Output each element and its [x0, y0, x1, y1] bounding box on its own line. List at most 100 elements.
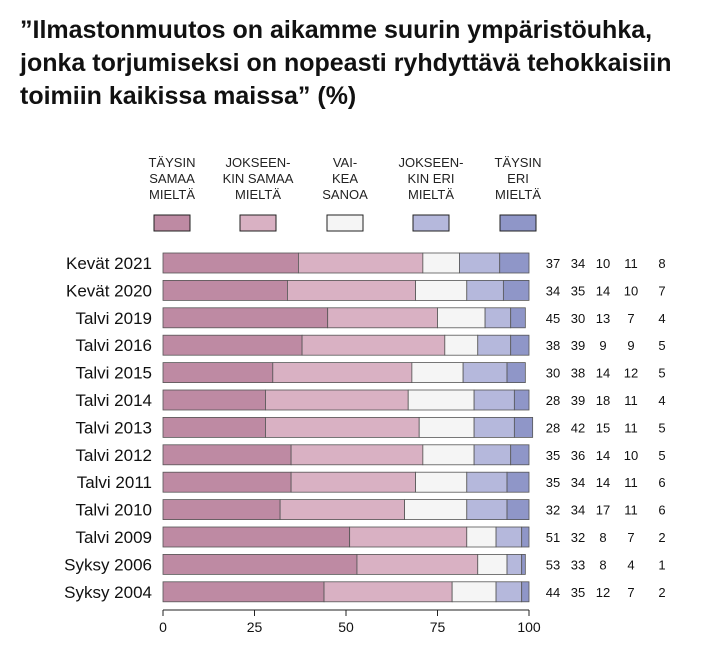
value-label: 17: [596, 503, 610, 518]
bar-segment: [513, 389, 530, 411]
legend-label: ERI: [507, 171, 529, 186]
row-label: Kevät 2021: [66, 254, 152, 273]
legend-label: VAI-: [333, 155, 357, 170]
value-label: 5: [658, 338, 665, 353]
bar-segment: [466, 526, 497, 548]
legend-swatch: [499, 214, 537, 232]
row-label: Talvi 2012: [75, 446, 152, 465]
bar-segment: [162, 307, 329, 329]
bar-segment: [484, 307, 512, 329]
bar-segment: [422, 444, 475, 466]
value-label: 4: [627, 557, 634, 572]
chart-title-line: jonka torjumiseksi on nopeasti ryhdyttäv…: [20, 49, 672, 77]
value-label: 30: [571, 311, 585, 326]
bar-segment: [477, 554, 508, 575]
value-label: 53: [546, 557, 560, 572]
bar-segment: [418, 416, 475, 438]
x-tick-label: 50: [338, 619, 354, 635]
bar-segment: [473, 416, 515, 438]
bar-segment: [477, 334, 512, 356]
bar-segment: [162, 471, 292, 493]
chart-title-line: toimiin kaikissa maissa” (%): [20, 82, 357, 110]
value-label: 6: [658, 475, 665, 490]
value-label: 11: [624, 503, 638, 518]
legend-swatch: [153, 214, 191, 232]
legend-label: KIN ERI: [408, 171, 455, 186]
row-label: Talvi 2016: [75, 336, 152, 355]
bar-segment: [356, 554, 479, 575]
bar-segment: [162, 252, 299, 274]
value-label: 35: [571, 283, 585, 298]
value-label: 1: [658, 557, 665, 572]
bar-segment: [404, 499, 468, 521]
value-label: 5: [658, 366, 665, 381]
value-label: 12: [624, 366, 638, 381]
bar-segment: [499, 252, 530, 274]
legend-label: MIELTÄ: [495, 187, 541, 202]
value-label: 13: [596, 311, 610, 326]
x-tick-label: 75: [430, 619, 446, 635]
bar-segment: [162, 389, 266, 411]
value-label: 34: [546, 283, 560, 298]
bar-segment: [298, 252, 424, 274]
bar-segment: [162, 554, 358, 575]
value-label: 28: [546, 393, 560, 408]
chart-title-line: ”Ilmastonmuutos on aikamme suurin ympäri…: [20, 16, 653, 44]
bar-segment: [502, 279, 530, 301]
bar-segment: [323, 581, 453, 603]
value-label: 11: [624, 256, 638, 271]
legend-label: JOKSEEN-: [225, 155, 290, 170]
bar-segment: [521, 554, 526, 575]
value-label: 34: [571, 475, 585, 490]
bar-segment: [513, 416, 534, 438]
bar-segment: [279, 499, 405, 521]
value-label: 38: [546, 338, 560, 353]
bar-segment: [415, 471, 468, 493]
legend-label: TÄYSIN: [495, 155, 542, 170]
value-label: 14: [596, 366, 610, 381]
bar-segment: [265, 389, 409, 411]
value-label: 44: [546, 585, 560, 600]
legend-label: KEA: [332, 171, 358, 186]
bar-segment: [466, 471, 508, 493]
value-label: 51: [546, 530, 560, 545]
bar-segment: [349, 526, 468, 548]
value-label: 4: [658, 311, 665, 326]
value-label: 32: [546, 503, 560, 518]
chart-title: ”Ilmastonmuutos on aikamme suurin ympäri…: [20, 14, 710, 113]
bar-segment: [473, 389, 515, 411]
row-label: Talvi 2019: [75, 309, 152, 328]
value-label: 7: [627, 585, 634, 600]
bar-segment: [290, 444, 424, 466]
value-label: 8: [658, 256, 665, 271]
bar-segment: [162, 334, 303, 356]
value-label: 9: [599, 338, 606, 353]
bar-segment: [466, 499, 508, 521]
row-label: Talvi 2015: [75, 364, 152, 383]
value-label: 34: [571, 256, 585, 271]
value-label: 15: [596, 420, 610, 435]
value-label: 4: [658, 393, 665, 408]
bar-segment: [162, 444, 292, 466]
value-label: 5: [658, 448, 665, 463]
value-label: 30: [546, 366, 560, 381]
value-label: 11: [624, 420, 638, 435]
value-label: 7: [627, 530, 634, 545]
bar-segment: [444, 334, 479, 356]
bar-segment: [162, 499, 281, 521]
legend-label: MIELTÄ: [235, 187, 281, 202]
bar-segment: [272, 362, 413, 384]
row-label: Talvi 2010: [75, 501, 152, 520]
value-label: 10: [596, 256, 610, 271]
bar-segment: [521, 526, 530, 548]
row-label: Talvi 2013: [75, 418, 152, 437]
value-label: 39: [571, 393, 585, 408]
bar-segment: [287, 279, 416, 301]
bar-segment: [451, 581, 497, 603]
bar-segment: [521, 581, 530, 603]
x-tick-label: 100: [517, 619, 541, 635]
bar-segment: [506, 362, 526, 384]
value-label: 45: [546, 311, 560, 326]
bar-segment: [162, 526, 351, 548]
